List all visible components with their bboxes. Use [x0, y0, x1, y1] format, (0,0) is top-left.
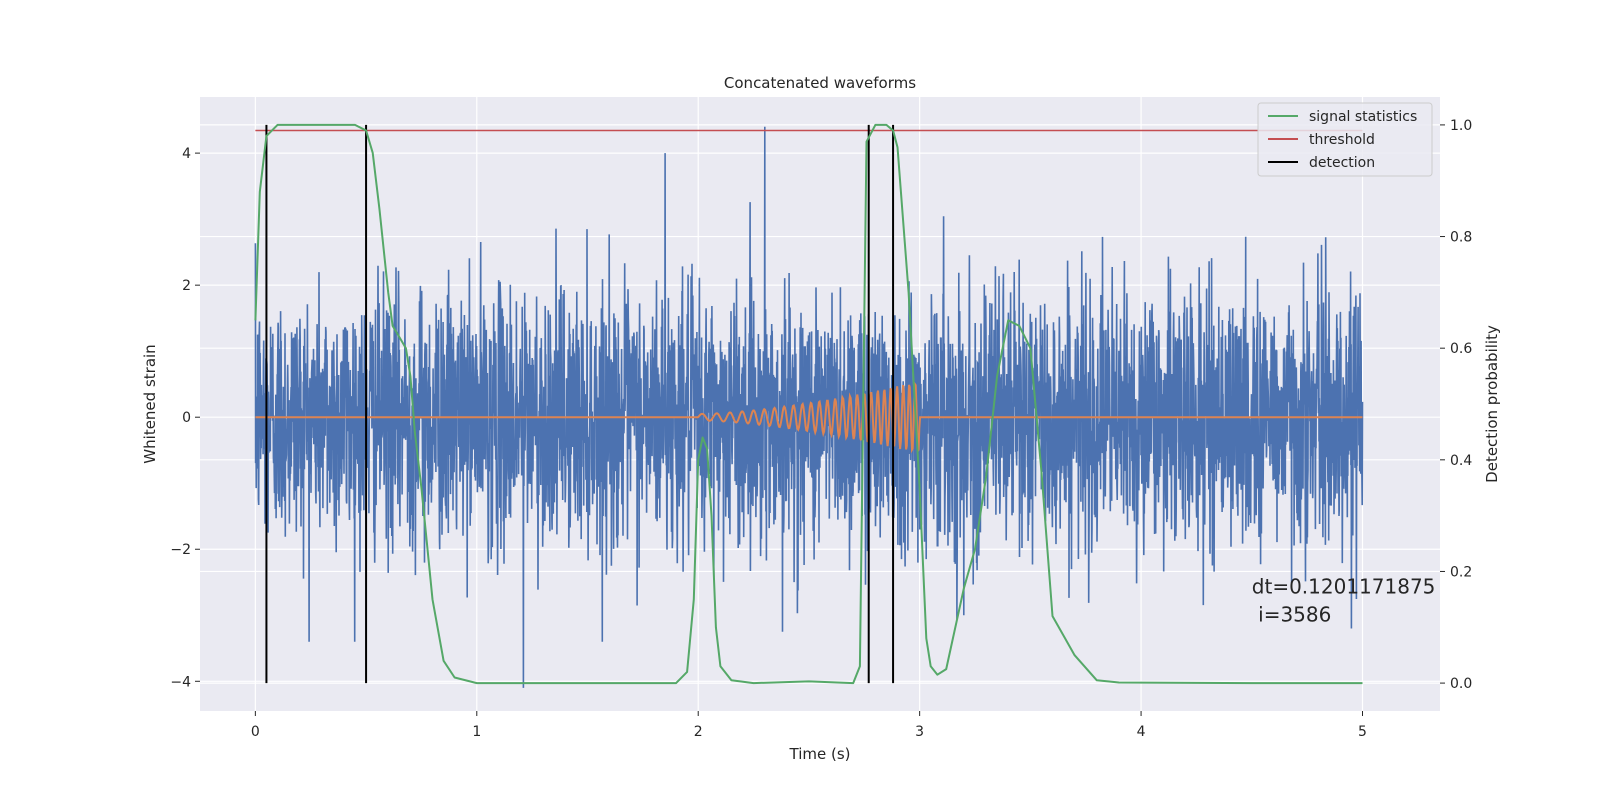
y-left-tick-label: −2 [170, 542, 191, 558]
y-right-tick-label: 0.6 [1450, 341, 1472, 357]
signal-statistics-line [254, 123, 1363, 685]
waveform-line [255, 381, 1363, 454]
y-left-tick-label: 2 [182, 278, 191, 294]
legend-box [1257, 102, 1433, 177]
y-right-tick-label: 0.4 [1450, 453, 1472, 469]
x-tick-label: 3 [915, 724, 924, 740]
waveform-series [255, 381, 1363, 454]
chart-title: Concatenated waveforms [724, 74, 916, 92]
legend-label-signal-statistics: signal statistics [1309, 109, 1417, 125]
x-tick-label: 2 [694, 724, 703, 740]
y-axis-label-right: Detection probability [1483, 325, 1501, 483]
y-right-tick-label: 0.8 [1450, 230, 1472, 246]
annotation-index: i=3586 [1252, 603, 1332, 627]
x-tick-label: 1 [472, 724, 481, 740]
x-tick-label: 4 [1137, 724, 1146, 740]
y-left-tick-label: −4 [170, 674, 191, 690]
y-right-tick-label: 0.0 [1450, 676, 1472, 692]
y-left-tick-label: 4 [182, 146, 191, 162]
x-axis-label: Time (s) [789, 745, 851, 763]
y-left-tick-label: 0 [182, 410, 191, 426]
legend-label-detection: detection [1309, 155, 1375, 171]
x-tick-label: 0 [251, 724, 260, 740]
legend: signal statistics threshold detection [1257, 102, 1433, 177]
y-right-tick-label: 1.0 [1450, 118, 1472, 134]
strain-line [254, 126, 1364, 688]
annotation-dt: dt=0.1201171875 [1252, 575, 1436, 599]
y-right-tick-label: 0.2 [1450, 564, 1472, 580]
signal-statistics-series [254, 123, 1363, 685]
y-axis-label-left: Whitened strain [141, 344, 159, 463]
legend-label-threshold: threshold [1309, 132, 1375, 148]
detection-lines [265, 124, 895, 684]
x-tick-label: 5 [1358, 724, 1367, 740]
ticks: 0 1 2 3 4 5 −4 −2 0 2 4 0.0 0.2 0.4 0.6 0.8 1.0 [170, 118, 1472, 740]
strain-series [254, 126, 1364, 688]
